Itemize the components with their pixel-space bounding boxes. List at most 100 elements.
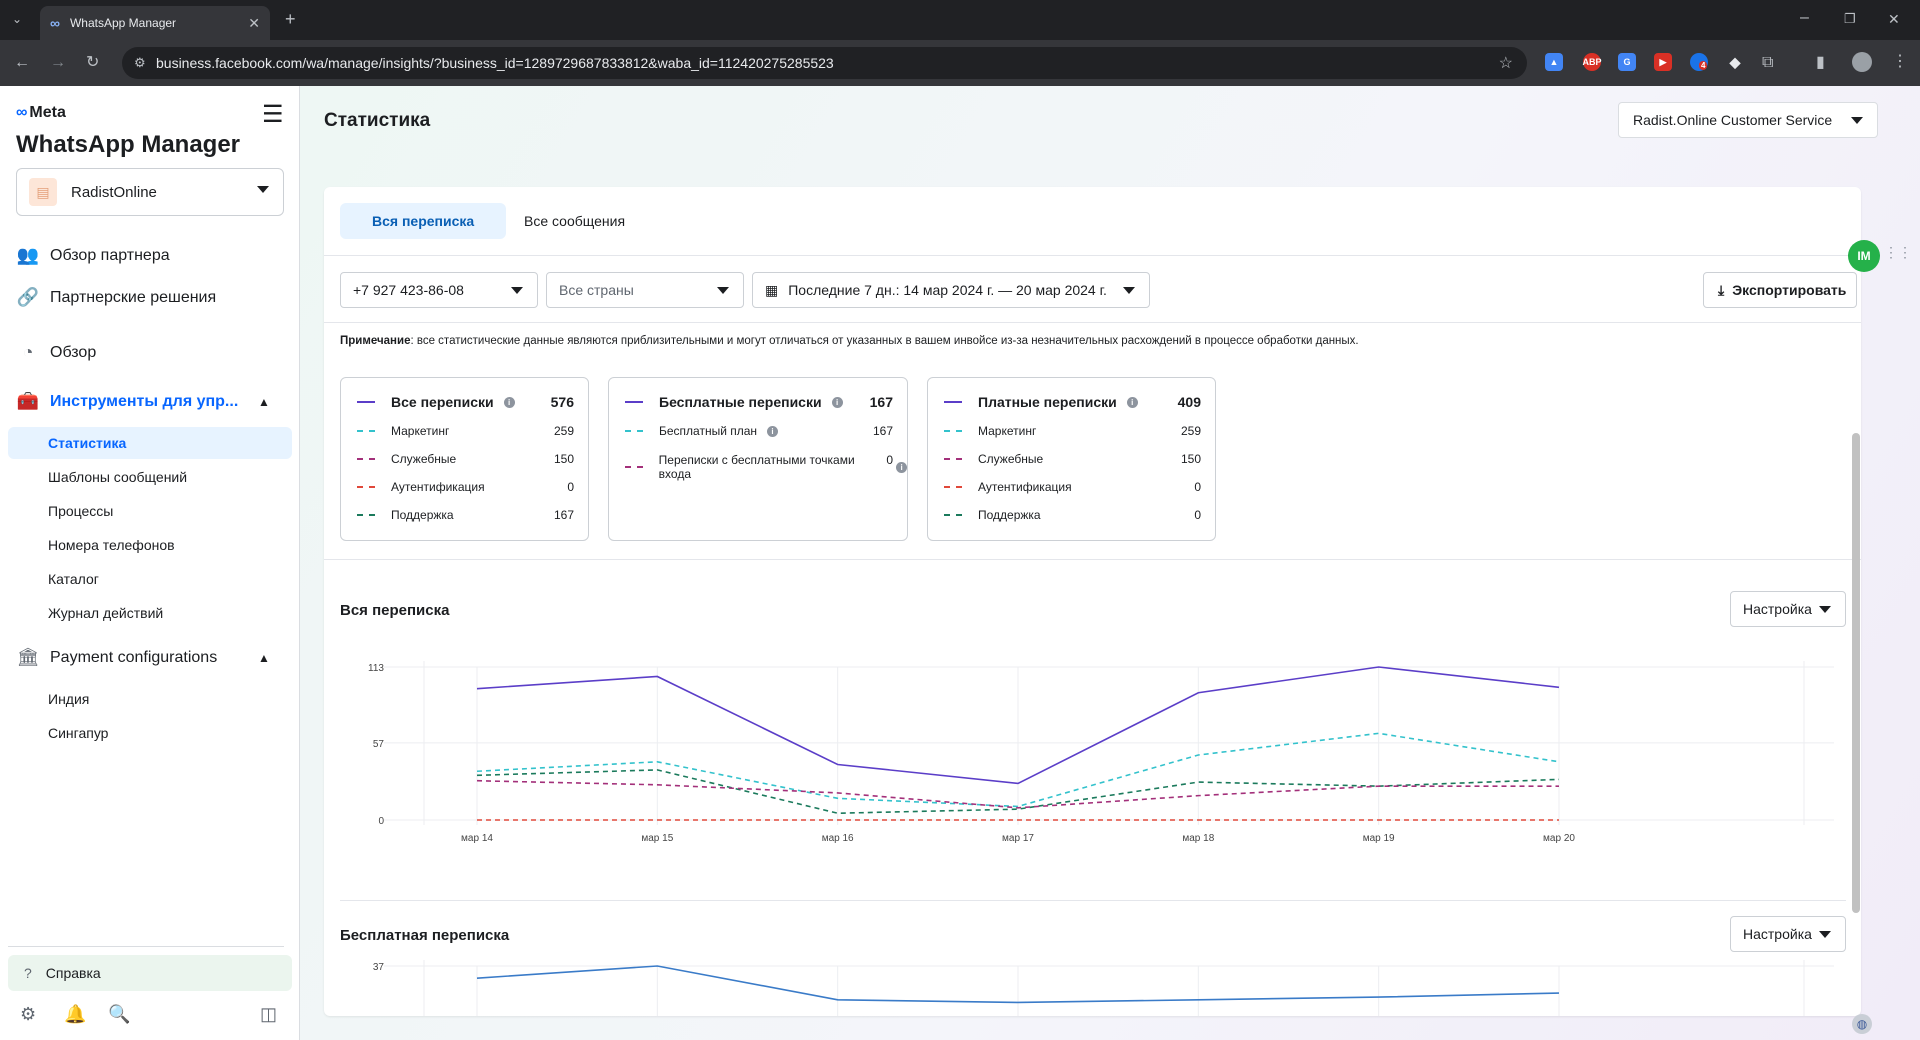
row-label: Поддержка xyxy=(391,508,454,522)
row-label: Поддержка xyxy=(978,508,1041,522)
extensions-puzzle-icon[interactable]: ⧉ xyxy=(1762,54,1774,71)
account-selector[interactable]: ▤ RadistOnline xyxy=(16,168,284,216)
y-tick-label: 37 xyxy=(373,962,385,973)
url-text: business.facebook.com/wa/manage/insights… xyxy=(156,55,834,71)
scrollbar-thumb[interactable] xyxy=(1852,433,1860,913)
gear-icon[interactable]: ⚙ xyxy=(20,1004,37,1024)
info-icon[interactable]: i xyxy=(831,396,843,408)
phone-filter[interactable]: +7 927 423-86-08 xyxy=(340,272,538,308)
extension-badge-count: 4 xyxy=(1699,61,1708,70)
data-note: Примечание: все статистические данные яв… xyxy=(340,335,1359,347)
legend-swatch xyxy=(357,458,375,460)
sidebar-item-phone-numbers[interactable]: Номера телефонов xyxy=(48,537,175,553)
extension-icon-game[interactable]: ◆ xyxy=(1729,53,1741,70)
x-tick-label: мар 16 xyxy=(822,833,854,844)
country-filter[interactable]: Все страны xyxy=(546,272,744,308)
nav-group-payment[interactable]: 🏛 Payment configurations xyxy=(16,647,218,668)
close-window-icon[interactable]: ✕ xyxy=(1888,11,1900,27)
sidebar-item-catalog[interactable]: Каталог xyxy=(48,571,99,587)
browser-tab-strip: ⌄ ∞ WhatsApp Manager ✕ + – ❐ ✕ xyxy=(0,0,1920,40)
nav-label: Партнерские решения xyxy=(50,288,217,306)
restore-icon[interactable]: ❐ xyxy=(1844,11,1856,26)
reload-icon[interactable]: ↻ xyxy=(86,54,100,71)
search-icon[interactable]: 🔍 xyxy=(108,1004,131,1024)
nav-group-tools[interactable]: 🧰 Инструменты для упр... xyxy=(16,391,238,412)
globe-icon[interactable]: ◍ xyxy=(1852,1014,1872,1034)
bookmark-star-icon[interactable]: ☆ xyxy=(1498,55,1513,72)
sidebar-item-statistics[interactable]: Статистика xyxy=(8,427,292,459)
im-extension-badge[interactable]: IM xyxy=(1848,240,1880,272)
info-icon[interactable]: i xyxy=(767,425,779,437)
row-label: Маркетинг xyxy=(978,424,1037,438)
summary-header: Платные переписки i xyxy=(944,394,1138,410)
bell-icon[interactable]: 🔔 xyxy=(64,1004,87,1024)
nav-partner-solutions[interactable]: 🔗 Партнерские решения xyxy=(16,287,216,308)
legend-swatch xyxy=(625,466,643,468)
divider xyxy=(324,255,1861,256)
legend-swatch xyxy=(357,486,375,488)
hamburger-menu-icon[interactable]: ☰ xyxy=(262,101,284,128)
waba-selector[interactable]: Radist.Online Customer Service xyxy=(1618,102,1878,138)
adblock-icon[interactable]: ABP xyxy=(1583,53,1602,71)
people-icon: 👥 xyxy=(16,245,40,265)
nav-partner-overview[interactable]: 👥 Обзор партнера xyxy=(16,245,170,266)
extension-icon-1[interactable]: ▲ xyxy=(1545,53,1563,71)
row-label: Аутентификация xyxy=(978,480,1072,494)
date-range-filter[interactable]: ▦ Последние 7 дн.: 14 мар 2024 г. — 20 м… xyxy=(752,272,1150,308)
question-icon: ? xyxy=(24,965,32,981)
summary-header: Все переписки i xyxy=(357,394,515,410)
export-button[interactable]: ⤓ Экспортировать xyxy=(1703,272,1857,308)
bank-icon: 🏛 xyxy=(16,647,40,667)
info-icon[interactable]: i xyxy=(1126,396,1138,408)
divider xyxy=(324,322,1861,323)
x-tick-label: мар 20 xyxy=(1543,833,1575,844)
translate-icon[interactable]: G xyxy=(1618,53,1636,71)
sidebar-item-activity-log[interactable]: Журнал действий xyxy=(48,605,164,621)
tab-all-messages[interactable]: Все сообщения xyxy=(524,213,626,229)
help-label: Справка xyxy=(45,965,101,981)
address-bar[interactable]: ⚙ business.facebook.com/wa/manage/insigh… xyxy=(122,47,1527,79)
note-label: Примечание xyxy=(340,335,411,347)
summary-row: Поддержка xyxy=(357,508,454,522)
legend-swatch xyxy=(944,401,962,403)
extension-icon-red[interactable]: ▶ xyxy=(1654,53,1672,71)
minimize-icon[interactable]: – xyxy=(1800,9,1809,26)
chart-free-conversations: 37 xyxy=(373,960,1834,1016)
summary-row: Служебные xyxy=(357,452,456,466)
close-tab-icon[interactable]: ✕ xyxy=(248,14,260,31)
sidebar-item-singapore[interactable]: Сингапур xyxy=(48,725,109,741)
info-icon[interactable]: i xyxy=(896,461,907,473)
scrollbar[interactable] xyxy=(1850,417,1860,1016)
forward-icon[interactable]: → xyxy=(50,54,66,71)
y-tick-label: 0 xyxy=(378,816,384,827)
y-tick-label: 57 xyxy=(373,739,385,750)
sidebar-item-india[interactable]: Индия xyxy=(48,691,90,707)
row-label: Служебные xyxy=(391,452,457,466)
collapse-panel-icon[interactable]: ◫ xyxy=(260,1004,278,1024)
sidebar-item-templates[interactable]: Шаблоны сообщений xyxy=(48,469,188,485)
info-icon[interactable]: i xyxy=(503,396,515,408)
back-icon[interactable]: ← xyxy=(14,54,30,71)
extension-icon-badge[interactable]: 4 xyxy=(1690,53,1708,71)
chevron-up-icon[interactable]: ▲ xyxy=(258,395,270,409)
chart-settings-button[interactable]: Настройка xyxy=(1730,916,1846,952)
series-line-marketing xyxy=(476,732,1560,808)
chevron-up-icon[interactable]: ▲ xyxy=(258,651,270,665)
download-icon: ⤓ xyxy=(1718,281,1725,298)
nav-overview[interactable]: ◔ Обзор xyxy=(16,342,97,363)
tab-all-conversations[interactable]: Вся переписка xyxy=(340,203,507,239)
site-info-icon[interactable]: ⚙ xyxy=(134,55,146,70)
browser-tab[interactable]: ∞ WhatsApp Manager ✕ xyxy=(40,6,270,40)
drag-handle-icon[interactable]: ⋮⋮ xyxy=(1884,244,1912,260)
tab-search-icon[interactable]: ⌄ xyxy=(12,12,23,26)
help-button[interactable]: ? Справка xyxy=(8,955,292,991)
sidebar-item-flows[interactable]: Процессы xyxy=(48,503,114,519)
side-panel-icon[interactable]: ▮ xyxy=(1816,54,1825,71)
legend-swatch xyxy=(357,401,375,403)
new-tab-icon[interactable]: + xyxy=(285,9,296,29)
browser-menu-icon[interactable]: ⋮ xyxy=(1892,53,1908,70)
chevron-down-icon xyxy=(257,186,269,193)
chart-settings-button[interactable]: Настройка xyxy=(1730,591,1846,627)
profile-avatar[interactable] xyxy=(1852,52,1872,72)
meta-infinity-icon: ∞ xyxy=(16,104,28,121)
